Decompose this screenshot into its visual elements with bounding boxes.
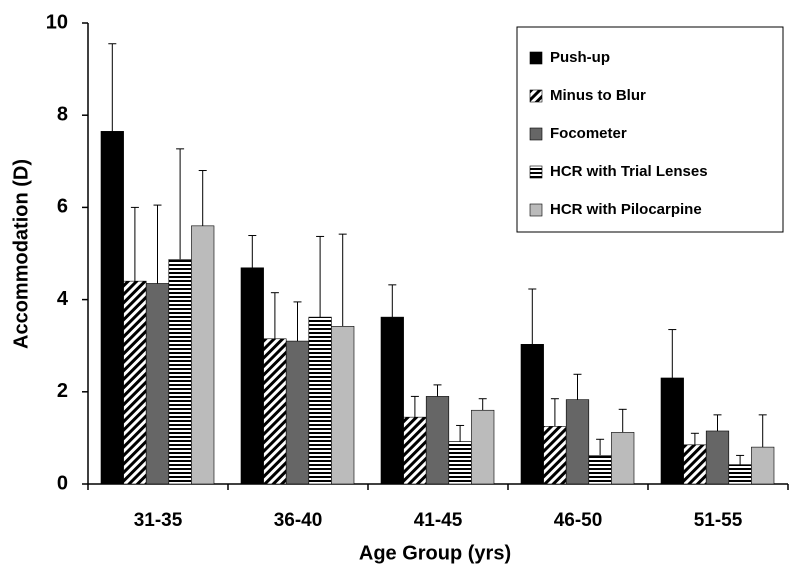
bar <box>471 409 495 485</box>
error-bar <box>478 398 487 411</box>
error-bar <box>410 395 419 418</box>
bar <box>660 377 684 485</box>
legend-swatch <box>529 127 543 141</box>
bar <box>751 446 775 485</box>
bar <box>240 267 264 485</box>
error-bar <box>618 408 627 433</box>
error-bar <box>176 148 185 260</box>
error-bar <box>248 235 257 268</box>
bar <box>728 464 752 485</box>
bar <box>145 283 170 485</box>
bar <box>683 444 707 485</box>
error-bar <box>153 204 162 284</box>
bar <box>285 340 310 485</box>
error-bar <box>270 292 279 339</box>
error-bar <box>130 206 139 282</box>
error-bar <box>433 384 442 397</box>
legend-label: Push-up <box>550 49 610 66</box>
bar <box>403 416 427 485</box>
x-axis-label: Age Group (yrs) <box>359 542 511 564</box>
bar <box>331 326 355 485</box>
error-bar <box>198 170 207 226</box>
x-tick-label: 41-45 <box>414 510 463 531</box>
legend-label: HCR with Pilocarpine <box>550 201 702 218</box>
bar <box>611 432 635 485</box>
x-tick-label: 46-50 <box>554 510 603 531</box>
y-tick-label: 0 <box>57 472 68 494</box>
x-tick-label: 36-40 <box>274 510 323 531</box>
error-bar <box>550 398 559 427</box>
y-tick-label: 2 <box>57 380 68 402</box>
bar <box>588 455 612 485</box>
bar <box>543 426 567 485</box>
bar <box>380 316 404 485</box>
bar <box>191 225 215 485</box>
error-bar <box>338 233 347 327</box>
y-tick-label: 8 <box>57 103 68 125</box>
error-bar <box>456 424 465 442</box>
legend-box <box>516 26 784 233</box>
bar <box>448 441 472 485</box>
error-bar <box>388 284 397 318</box>
y-axis-label: Accommodation (D) <box>10 159 32 349</box>
error-bar <box>316 235 325 318</box>
legend-swatch <box>529 51 543 65</box>
bar <box>123 280 147 485</box>
legend-swatch <box>529 89 543 103</box>
error-bar <box>668 329 677 378</box>
x-tick-label: 51-55 <box>694 510 743 531</box>
bar <box>520 344 544 485</box>
bar <box>425 396 450 485</box>
x-tick-label: 31-35 <box>134 510 183 531</box>
legend-label: Focometer <box>550 125 627 142</box>
bar <box>263 338 287 485</box>
error-bar <box>596 438 605 456</box>
error-bar <box>573 373 582 400</box>
error-bar <box>528 288 537 345</box>
error-bar <box>108 43 117 132</box>
error-bar <box>293 301 302 342</box>
legend-swatch <box>529 165 543 179</box>
error-bar <box>690 432 699 445</box>
legend-label: HCR with Trial Lenses <box>550 163 708 180</box>
bar <box>705 430 730 485</box>
error-bar <box>736 454 745 465</box>
bar <box>308 316 332 485</box>
y-tick-label: 10 <box>46 11 68 33</box>
bar <box>100 131 124 485</box>
y-tick-label: 4 <box>57 288 69 310</box>
legend-swatch <box>529 203 543 217</box>
bar <box>168 259 192 485</box>
error-bar <box>713 414 722 431</box>
error-bar <box>758 414 767 448</box>
legend-label: Minus to Blur <box>550 87 646 104</box>
bar <box>565 399 590 485</box>
y-tick-label: 6 <box>57 196 68 218</box>
